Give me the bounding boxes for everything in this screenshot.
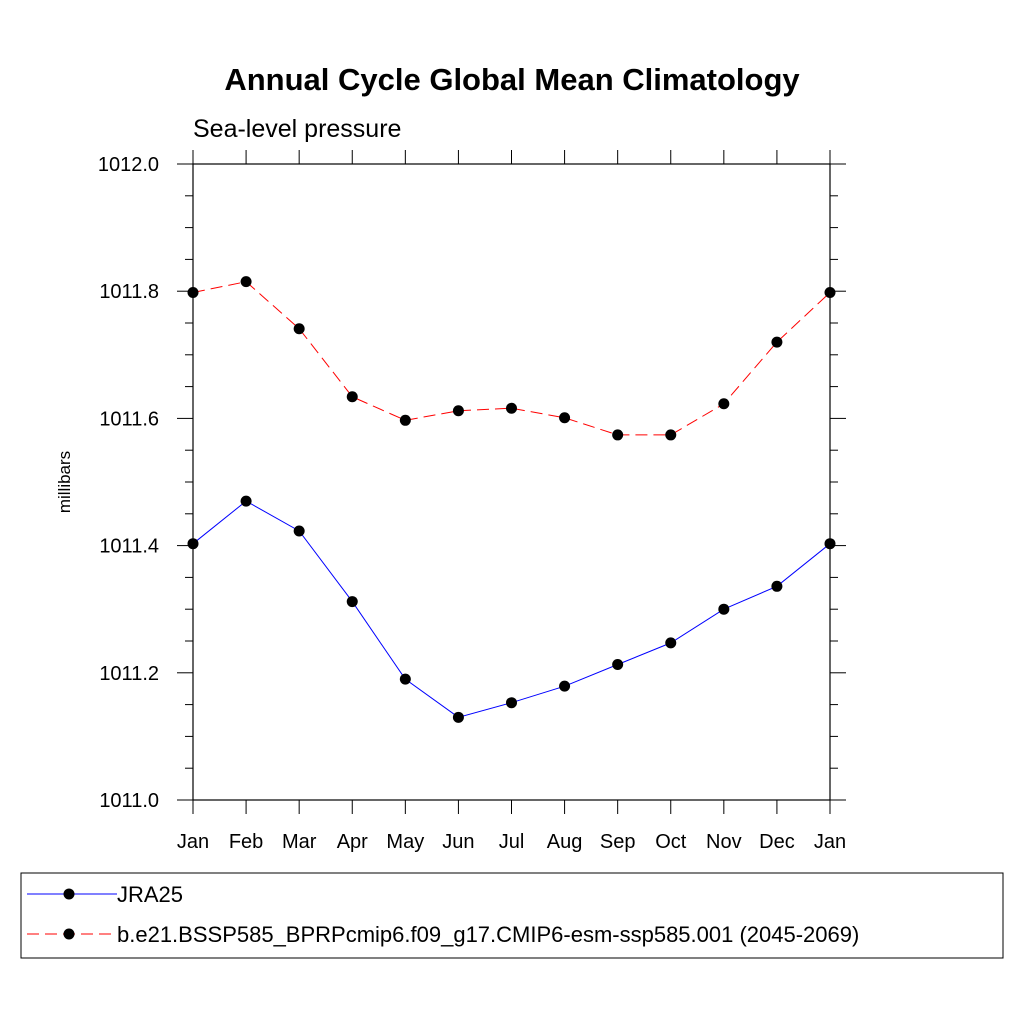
x-tick-label: Nov: [706, 831, 742, 853]
x-tick-label: Aug: [547, 831, 583, 853]
x-tick-label: Mar: [282, 831, 317, 853]
series-layer: [187, 276, 836, 723]
data-point-series-1: [824, 538, 836, 550]
data-point-series-2: [293, 323, 305, 335]
data-point-series-1: [452, 711, 464, 723]
x-tick-label: Sep: [600, 831, 636, 853]
data-point-series-2: [824, 286, 836, 298]
data-point-series-2: [665, 429, 677, 441]
data-point-series-1: [718, 603, 730, 615]
x-tick-label: Oct: [655, 831, 687, 853]
data-point-series-1: [346, 596, 358, 608]
y-tick-label: 1011.6: [99, 408, 159, 430]
legend-marker-1: [63, 888, 75, 900]
data-point-series-2: [612, 429, 624, 441]
legend-box: [20, 872, 1004, 959]
y-tick-labels: 1011.0 1011.2 1011.4 1011.6 1011.8 1012.0: [98, 154, 159, 812]
chart-subtitle: Sea-level pressure: [193, 115, 401, 143]
data-point-series-2: [771, 336, 783, 348]
x-tick-label: May: [386, 831, 424, 853]
x-tick-label: Jan: [814, 831, 846, 853]
data-point-series-1: [506, 697, 517, 709]
data-point-series-2: [240, 276, 252, 288]
series-line-1: [192, 500, 831, 718]
data-point-series-1: [399, 673, 411, 685]
data-point-series-2: [399, 414, 411, 426]
x-tick-label: Feb: [229, 831, 263, 853]
legend-label-1: JRA25: [117, 882, 183, 907]
axis-ticks: [177, 150, 846, 814]
y-axis-label: millibars: [55, 451, 74, 513]
y-tick-label: 1011.8: [99, 281, 159, 303]
data-point-series-1: [559, 680, 571, 692]
data-point-series-1: [293, 525, 305, 537]
data-point-series-1: [240, 495, 252, 507]
data-point-series-2: [506, 402, 517, 414]
legend-label-2: b.e21.BSSP585_BPRPcmip6.f09_g17.CMIP6-es…: [117, 922, 859, 947]
x-tick-labels: Jan Feb Mar Apr May Jun Jul Aug Sep Oct Nov Dec Jan: [177, 831, 846, 853]
data-point-series-1: [771, 580, 783, 592]
data-point-series-1: [612, 659, 624, 671]
y-tick-label: 1011.4: [99, 536, 159, 558]
y-tick-label: 1011.2: [99, 663, 159, 685]
chart-title: Annual Cycle Global Mean Climatology: [224, 62, 800, 97]
x-tick-label: Jan: [177, 831, 209, 853]
data-point-series-2: [559, 412, 571, 424]
data-point-series-1: [665, 637, 677, 649]
data-point-series-2: [452, 405, 464, 417]
x-tick-label: Jun: [442, 831, 474, 853]
x-tick-label: Jul: [499, 831, 525, 853]
data-point-series-2: [346, 391, 358, 403]
data-point-series-2: [187, 286, 199, 298]
x-tick-label: Apr: [337, 831, 368, 853]
legend: JRA25 b.e21.BSSP585_BPRPcmip6.f09_g17.CMI…: [27, 882, 859, 947]
y-tick-label: 1011.0: [99, 790, 159, 812]
data-point-series-1: [187, 538, 199, 550]
y-tick-label: 1012.0: [98, 154, 159, 176]
data-point-series-2: [718, 398, 730, 410]
legend-marker-2: [63, 928, 75, 940]
x-tick-label: Dec: [759, 831, 795, 853]
